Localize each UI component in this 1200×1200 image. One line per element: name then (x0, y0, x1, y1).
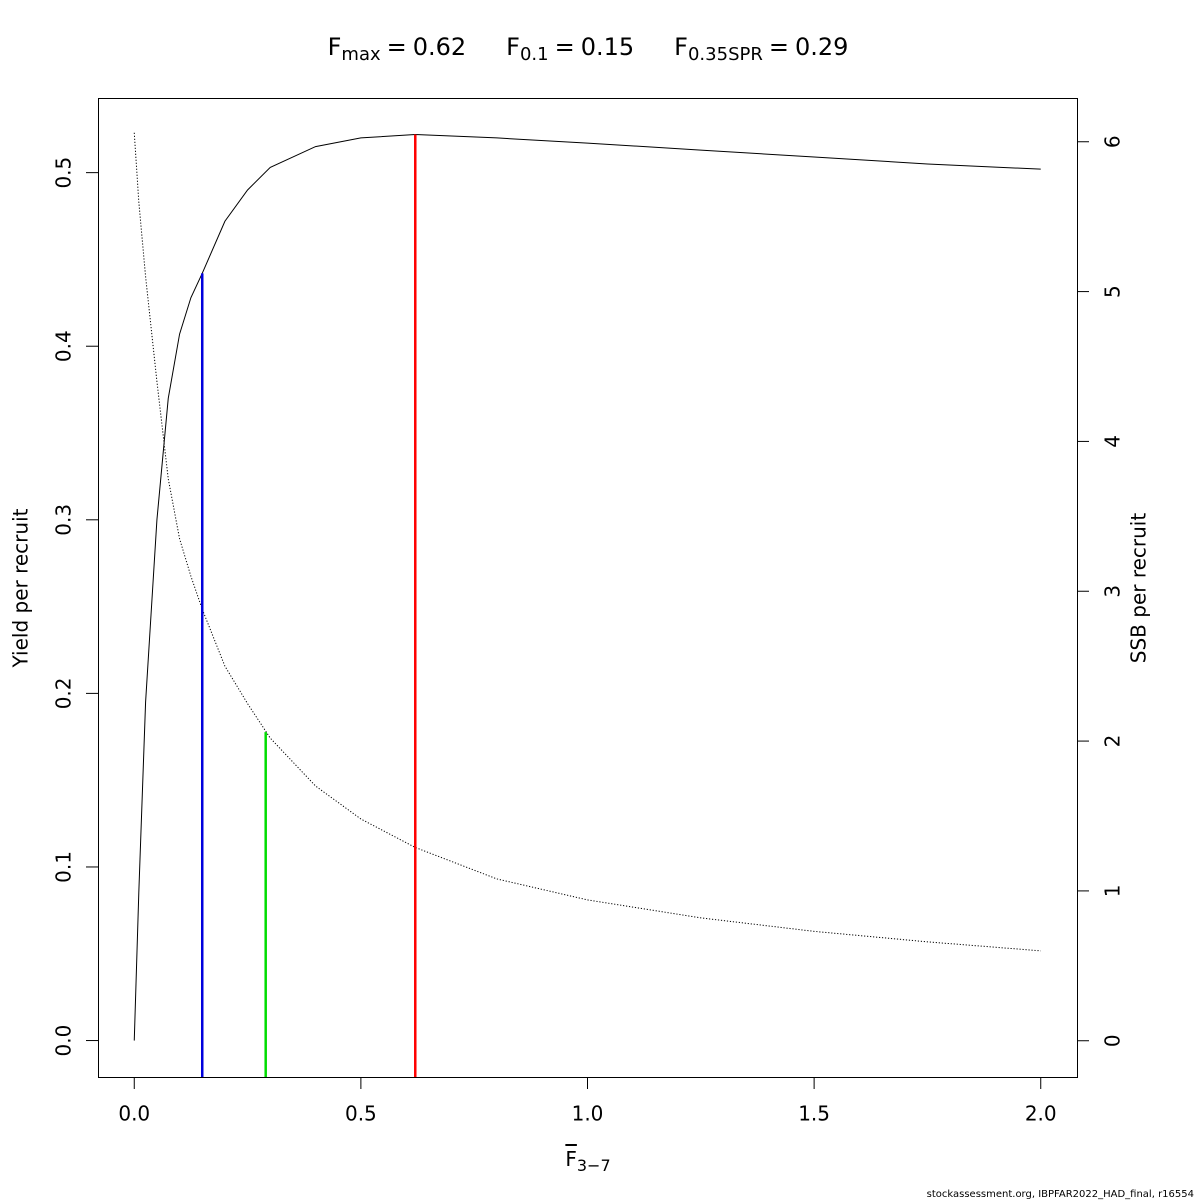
y2-tick-label: 4 (1101, 435, 1125, 448)
x-tick-label: 0.5 (345, 1102, 377, 1126)
title-sep: = (555, 33, 575, 61)
series-line (133, 132, 1041, 952)
x-axis-label: F3−7 (565, 1147, 610, 1175)
plot-box (98, 98, 1078, 1078)
x-label-subscript: 3−7 (577, 1156, 611, 1175)
x-label-symbol: F (565, 1147, 577, 1171)
y-tick-label: 0.4 (52, 330, 76, 362)
y-tick-label: 0.0 (52, 1025, 76, 1057)
chart-title: Fmax = 0.62 F0.1 = 0.15 F0.35SPR = 0.29 (328, 33, 849, 65)
title-subscript: 0.1 (520, 44, 549, 65)
y2-tick-label: 2 (1101, 735, 1125, 748)
y-axis-label: Yield per recruit (9, 508, 33, 668)
x-tick-label: 2.0 (1025, 1102, 1057, 1126)
y2-tick-label: 0 (1101, 1034, 1125, 1047)
title-value: 0.29 (795, 33, 848, 61)
y-tick-label: 0.3 (52, 504, 76, 536)
title-subscript: max (341, 44, 381, 65)
footer: stockassessment.org, IBPFAR2022_HAD_fina… (927, 1189, 1194, 1200)
x-tick-label: 0.0 (118, 1102, 150, 1126)
title-sep: = (769, 33, 789, 61)
y-tick-label: 0.1 (52, 851, 76, 883)
series-line (133, 133, 1041, 1041)
y-tick-label: 0.5 (52, 157, 76, 189)
title-value: 0.15 (581, 33, 634, 61)
title-subscript: 0.35SPR (688, 44, 763, 65)
title-symbol: F (328, 33, 342, 61)
y2-tick-label: 1 (1101, 885, 1125, 898)
title-symbol: F (506, 33, 520, 61)
x-tick-label: 1.5 (798, 1102, 830, 1126)
y2-tick-label: 5 (1101, 285, 1125, 298)
title-sep: = (387, 33, 407, 61)
y-tick-label: 0.2 (52, 677, 76, 709)
y2-axis-label: SSB per recruit (1127, 513, 1151, 664)
y2-tick-label: 6 (1101, 135, 1125, 148)
title-symbol: F (674, 33, 688, 61)
title-value: 0.62 (413, 33, 466, 61)
y2-tick-label: 3 (1101, 585, 1125, 598)
x-tick-label: 1.0 (572, 1102, 604, 1126)
